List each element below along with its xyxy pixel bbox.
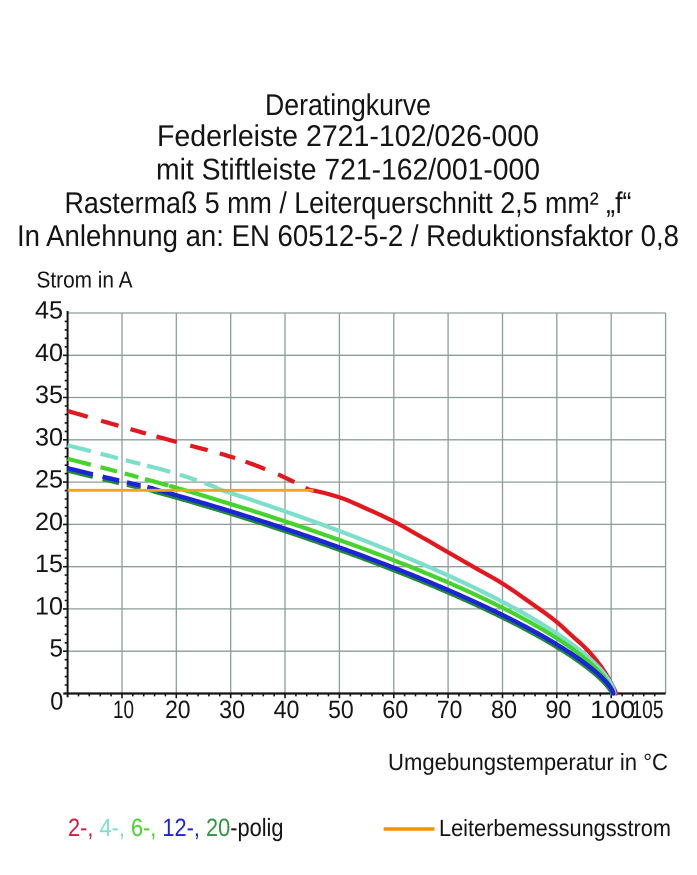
svg-text:50: 50 <box>328 696 354 724</box>
svg-text:10: 10 <box>35 592 63 620</box>
svg-text:5: 5 <box>50 635 64 663</box>
svg-text:70: 70 <box>437 696 462 724</box>
svg-text:20: 20 <box>165 696 191 724</box>
svg-text:90: 90 <box>545 696 571 724</box>
svg-text:20: 20 <box>35 508 63 536</box>
svg-text:10: 10 <box>113 696 134 724</box>
svg-text:Leiterbemessungsstrom: Leiterbemessungsstrom <box>439 815 671 841</box>
svg-text:40: 40 <box>35 339 63 367</box>
svg-text:105: 105 <box>632 696 664 724</box>
svg-text:2-, 4-, 6-, 12-, 20-polig: 2-, 4-, 6-, 12-, 20-polig <box>68 814 284 842</box>
svg-text:60: 60 <box>382 696 408 724</box>
svg-text:30: 30 <box>219 696 245 724</box>
svg-text:100: 100 <box>590 696 635 724</box>
svg-text:Umgebungstemperatur in °C: Umgebungstemperatur in °C <box>388 749 668 775</box>
svg-text:40: 40 <box>274 696 300 724</box>
svg-text:25: 25 <box>35 466 63 494</box>
svg-text:In Anlehnung an: EN 60512-5-2: In Anlehnung an: EN 60512-5-2 / Reduktio… <box>17 220 679 253</box>
svg-text:Deratingkurve: Deratingkurve <box>265 89 431 122</box>
svg-text:45: 45 <box>35 296 63 324</box>
svg-text:Strom in A: Strom in A <box>37 267 134 293</box>
svg-text:Rastermaß 5 mm / Leiterquersch: Rastermaß 5 mm / Leiterquerschnitt 2,5 m… <box>65 187 632 220</box>
svg-text:15: 15 <box>35 550 63 578</box>
svg-text:Federleiste 2721-102/026-000: Federleiste 2721-102/026-000 <box>157 120 539 153</box>
svg-text:35: 35 <box>35 381 63 409</box>
svg-text:80: 80 <box>491 696 517 724</box>
svg-text:30: 30 <box>35 423 63 451</box>
svg-text:0: 0 <box>50 688 63 716</box>
svg-text:mit Stiftleiste 721-162/001-00: mit Stiftleiste 721-162/001-000 <box>156 154 540 187</box>
